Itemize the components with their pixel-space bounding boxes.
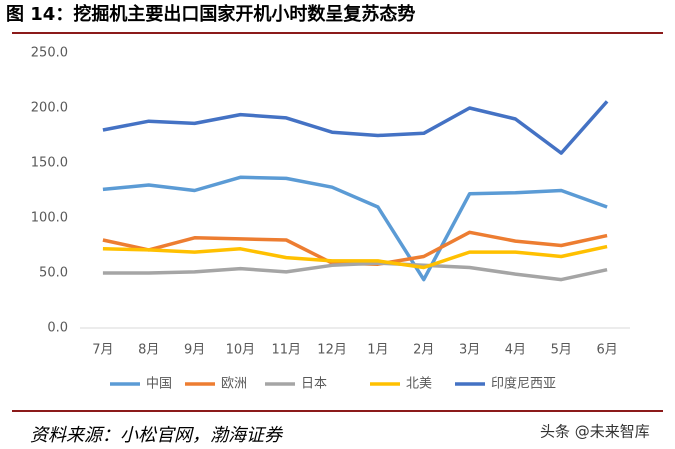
y-tick-label: 0.0 bbox=[47, 321, 68, 336]
y-tick-label: 150.0 bbox=[31, 156, 68, 171]
series-line bbox=[102, 244, 608, 270]
legend-label: 中国 bbox=[146, 377, 172, 392]
x-tick-label: 3月 bbox=[459, 343, 480, 358]
legend-label: 北美 bbox=[406, 377, 432, 392]
x-tick-label: 9月 bbox=[184, 343, 205, 358]
x-tick-label: 10月 bbox=[226, 343, 256, 358]
y-tick-label: 250.0 bbox=[31, 46, 68, 61]
x-tick-label: 6月 bbox=[596, 343, 617, 358]
x-tick-label: 8月 bbox=[138, 343, 159, 358]
legend-label: 欧洲 bbox=[221, 377, 247, 392]
y-tick-label: 50.0 bbox=[39, 266, 68, 281]
series-line bbox=[102, 100, 609, 155]
x-tick-label: 1月 bbox=[367, 343, 388, 358]
legend-label: 印度尼西亚 bbox=[491, 376, 556, 392]
source-note: 资料来源：小松官网，渤海证券 bbox=[30, 425, 284, 446]
series-line bbox=[102, 261, 608, 282]
chart-title: 图 14：挖掘机主要出口国家开机小时数呈复苏态势 bbox=[6, 3, 415, 25]
x-tick-label: 11月 bbox=[271, 343, 301, 358]
x-tick-label: 5月 bbox=[551, 343, 572, 358]
y-tick-label: 100.0 bbox=[31, 211, 68, 226]
series-line bbox=[102, 175, 608, 282]
x-tick-label: 12月 bbox=[317, 343, 347, 358]
x-tick-label: 4月 bbox=[505, 343, 526, 358]
x-tick-label: 7月 bbox=[92, 343, 113, 358]
y-tick-label: 200.0 bbox=[31, 101, 68, 116]
x-tick-label: 2月 bbox=[413, 343, 434, 358]
legend-label: 日本 bbox=[301, 377, 327, 392]
watermark: 头条 @未来智库 bbox=[540, 423, 650, 441]
